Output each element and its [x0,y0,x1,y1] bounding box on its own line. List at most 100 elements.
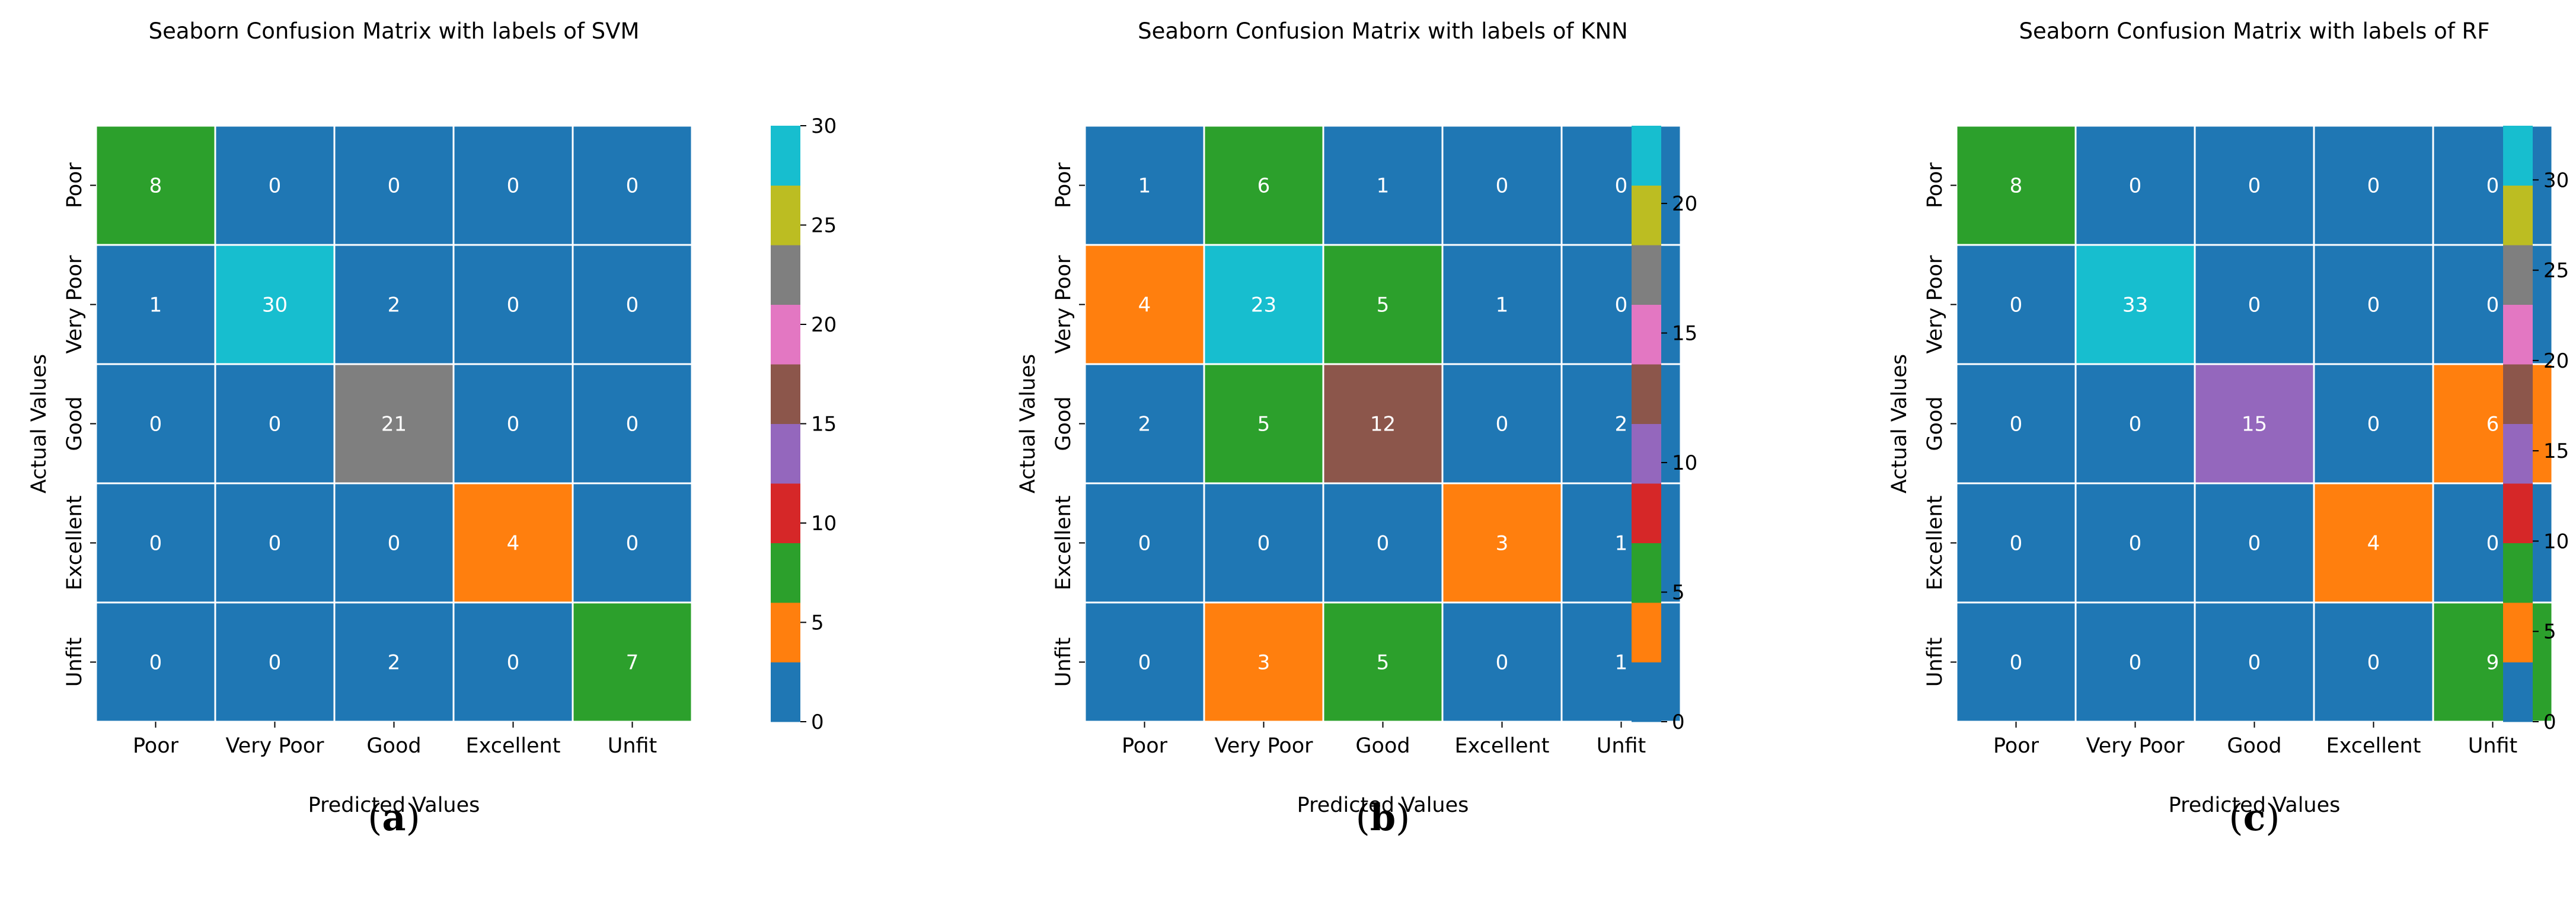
panel-label-close-paren: ) [1396,796,1410,839]
cell-value-label: 0 [626,532,639,556]
heatmap-cell [1955,125,2077,246]
y-axis-label: Actual Values [1888,354,1911,493]
cell-value-label: 0 [1138,532,1151,556]
cell-value-label: 2 [388,651,401,675]
y-tick-label: Poor [1923,162,1947,208]
colorbar-band [1632,304,1661,365]
y-tick-label: Excellent [1052,496,1075,591]
panel-label-letter: a [382,796,406,839]
cell-value-label: 0 [269,532,282,556]
heatmap-cell [214,363,336,484]
cell-value-label: 0 [1496,174,1509,198]
colorbar-band [771,245,800,305]
colorbar-band [2503,602,2533,662]
colorbar-band [771,304,800,365]
heatmap-cell [2194,482,2315,604]
heatmap-cell [1441,244,1563,365]
cell-value-label: 2 [1615,413,1628,436]
cell-value-label: 1 [1615,651,1628,675]
chart-title: Seaborn Confusion Matrix with labels of … [1138,18,1628,44]
cell-value-label: 0 [2248,532,2261,556]
cell-value-label: 0 [2129,651,2142,675]
cell-value-label: 0 [1615,294,1628,317]
cell-value-label: 1 [1496,294,1509,317]
x-tick-label: Unfit [1597,734,1646,758]
colorbar-band [2503,662,2533,722]
colorbar-band [1632,185,1661,246]
chart-title: Seaborn Confusion Matrix with labels of … [149,18,640,44]
heatmap-cell [333,244,455,365]
cell-value-label: 2 [1138,413,1151,436]
colorbar-band [1632,364,1661,424]
y-tick-label: Good [63,396,87,451]
y-tick-label: Good [1052,396,1075,451]
cell-value-label: 15 [2242,413,2267,436]
cell-value-label: 0 [2129,532,2142,556]
cell-value-label: 1 [1138,174,1151,198]
heatmap-cell [452,125,574,246]
y-tick-label: Unfit [1923,637,1947,687]
heatmap-cell [2194,363,2315,484]
cell-value-label: 0 [388,174,401,198]
cell-value-label: 0 [2367,294,2380,317]
x-axis-label: Predicted Values [1297,793,1469,817]
heatmap-cell [2074,244,2196,365]
cell-value-label: 0 [507,174,520,198]
heatmap-cell [214,482,336,604]
cell-value-label: 0 [2367,174,2380,198]
confusion-matrix-panel-b: Seaborn Confusion Matrix with labels of … [1016,18,1697,839]
cell-value-label: 1 [1377,174,1390,198]
heatmap-cell [452,363,574,484]
heatmap-cell [333,601,455,723]
heatmap-cell [95,244,216,365]
colorbar-band [2503,423,2533,484]
colorbar-tick-label: 10 [2543,530,2569,553]
cell-value-label: 9 [2486,651,2500,675]
x-tick-label: Unfit [2468,734,2518,758]
colorbar-band [2503,483,2533,543]
colorbar-tick-label: 0 [1672,710,1685,734]
heatmap-cell [2313,482,2434,604]
x-tick-label: Excellent [2326,734,2421,758]
colorbar-band [2503,126,2533,186]
cell-value-label: 4 [1138,294,1151,317]
heatmap-cell [214,601,336,723]
cell-value-label: 0 [507,413,520,436]
cell-value-label: 8 [149,174,162,198]
colorbar-tick-label: 30 [2543,168,2569,192]
x-tick-label: Very Poor [225,734,324,758]
cell-value-label: 0 [149,413,162,436]
x-tick-label: Good [366,734,421,758]
x-tick-label: Good [2227,734,2281,758]
cell-value-label: 0 [388,532,401,556]
x-tick-label: Unfit [608,734,657,758]
heatmap-cell [572,601,693,723]
cell-value-label: 0 [1377,532,1390,556]
colorbar-tick-label: 5 [2543,620,2556,644]
cell-value-label: 3 [1257,651,1271,675]
cell-value-label: 0 [2486,532,2500,556]
confusion-matrix-panel-c: Seaborn Confusion Matrix with labels of … [1888,18,2569,839]
heatmap-cell [2074,482,2196,604]
cell-value-label: 0 [2486,174,2500,198]
cell-value-label: 0 [149,532,162,556]
colorbar-band [1632,662,1661,722]
colorbar-band [1632,483,1661,543]
colorbar-tick-label: 15 [2543,439,2569,463]
heatmap-cell [1203,482,1324,604]
heatmap-cell [1084,244,1205,365]
panel-label-open-paren: ( [1356,796,1370,839]
cell-value-label: 0 [2010,294,2023,317]
colorbar-tick-label: 25 [2543,259,2569,283]
cell-value-label: 0 [507,651,520,675]
heatmap-cell [95,601,216,723]
colorbar-tick-label: 5 [811,611,824,635]
colorbar-band [1632,245,1661,305]
cell-value-label: 0 [149,651,162,675]
x-tick-label: Good [1355,734,1410,758]
y-tick-label: Excellent [63,496,87,591]
cell-value-label: 21 [381,413,407,436]
cell-value-label: 0 [2010,651,2023,675]
x-axis-label: Predicted Values [308,793,480,817]
panel-label: (b) [1356,796,1410,839]
